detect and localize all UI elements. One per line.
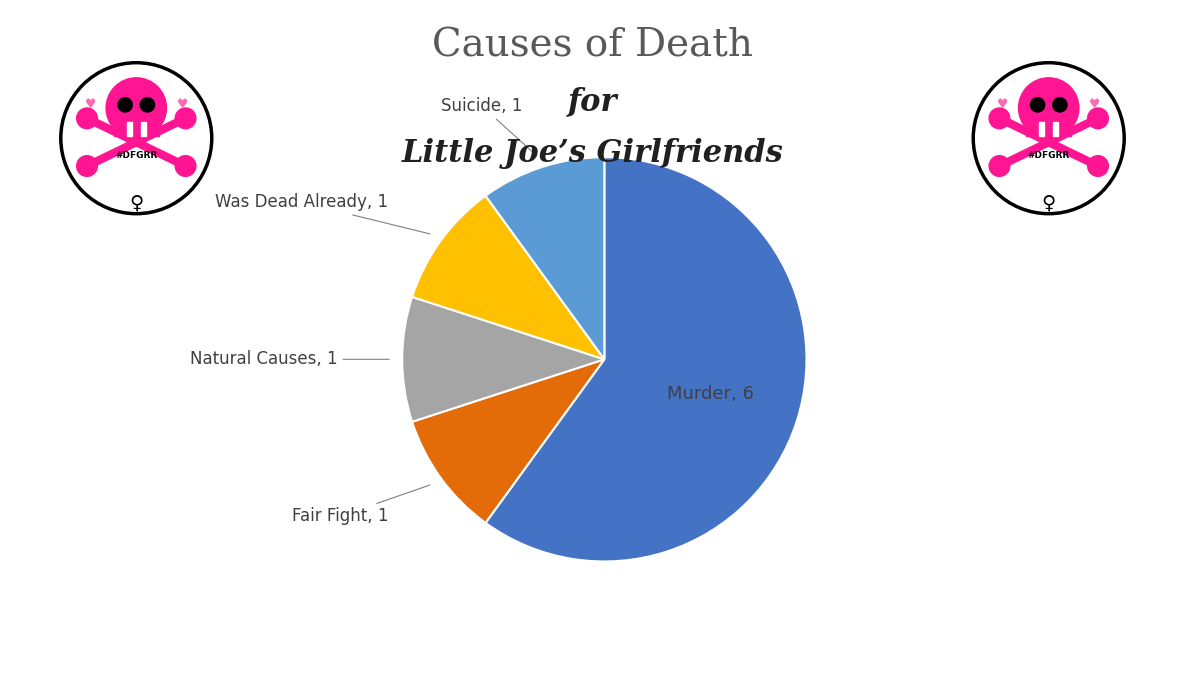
Text: Causes of Death: Causes of Death [433,28,752,65]
Text: Was Dead Already, 1: Was Dead Already, 1 [216,193,430,234]
Circle shape [989,155,1010,176]
Circle shape [1052,97,1066,112]
Text: Natural Causes, 1: Natural Causes, 1 [190,350,390,368]
Circle shape [175,155,196,176]
Circle shape [1088,108,1108,129]
Bar [1026,118,1071,136]
Wedge shape [402,297,604,422]
Text: ♥: ♥ [1089,98,1101,111]
Text: ♥: ♥ [84,98,96,111]
Bar [114,118,159,136]
Circle shape [1031,97,1045,112]
Circle shape [1088,155,1108,176]
Text: ♀: ♀ [129,194,143,213]
Bar [127,122,132,136]
Circle shape [77,155,97,176]
Bar [141,122,146,136]
Text: ♥: ♥ [177,98,188,111]
Circle shape [140,97,154,112]
Text: ♥: ♥ [997,98,1008,111]
Text: ♀: ♀ [1042,194,1056,213]
Text: #DFGRR: #DFGRR [1027,151,1070,160]
Text: Little Joe’s Girlfriends: Little Joe’s Girlfriends [402,138,783,169]
Circle shape [989,108,1010,129]
Circle shape [107,78,166,138]
Wedge shape [412,359,604,523]
Bar [1053,122,1058,136]
Wedge shape [412,196,604,359]
Text: for: for [568,86,617,117]
Circle shape [1019,78,1078,138]
Circle shape [118,97,133,112]
Wedge shape [486,157,807,562]
Text: Fair Fight, 1: Fair Fight, 1 [292,485,430,525]
Bar [1039,122,1044,136]
Wedge shape [486,157,604,359]
Text: #DFGRR: #DFGRR [115,151,158,160]
Text: Murder, 6: Murder, 6 [667,385,754,403]
Circle shape [77,108,97,129]
Circle shape [175,108,196,129]
Text: Suicide, 1: Suicide, 1 [441,97,537,155]
